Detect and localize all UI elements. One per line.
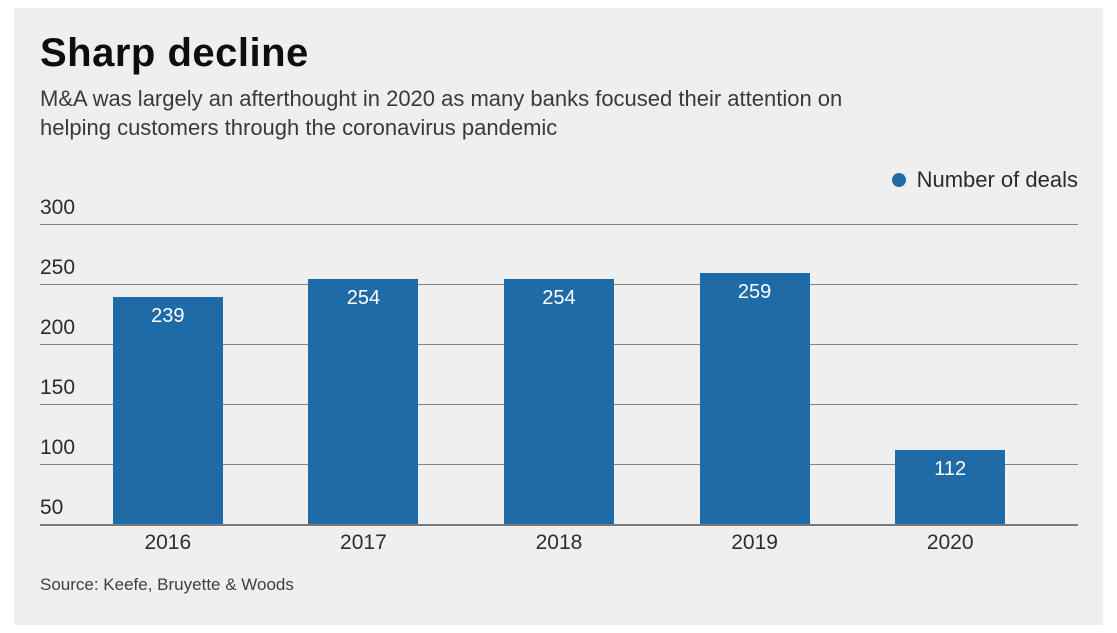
bar-2017[interactable]: 254 [308,279,419,524]
x-axis-labels: 2016 2017 2018 2019 2020 [40,531,1078,555]
x-tick-2019: 2019 [731,531,778,554]
bar-2020[interactable]: 112 [895,449,1006,524]
bars-container: 239 254 254 259 112 [40,224,1078,524]
bar-column-2017: 254 [266,224,462,524]
y-tick-150: 150 [40,376,76,399]
gridline-300 [40,224,1078,225]
x-tick-2020: 2020 [926,531,974,554]
plot-area: 50 100 150 200 250 300 239 254 254 259 112 [40,196,1078,526]
bar-value-label-2018: 254 [542,287,576,310]
x-tick-2016: 2016 [144,531,192,554]
chart-subtitle-line-2: helping customers through the coronaviru… [40,115,558,140]
bar-2016[interactable]: 239 [112,297,223,524]
bar-column-2018: 254 [461,224,657,524]
chart-title: Sharp decline [40,31,309,75]
bar-value-label-2017: 254 [346,287,381,310]
bar-2019[interactable]: 259 [699,273,810,524]
bar-column-2019: 259 [657,224,853,524]
bar-column-2016: 239 [70,224,266,524]
legend: Number of deals [40,167,1078,192]
chart-card: Sharp decline M&A was largely an afterth… [14,8,1103,625]
y-tick-250: 250 [40,256,76,279]
y-tick-200: 200 [40,316,76,339]
legend-label: Number of deals [916,167,1078,192]
y-tick-100: 100 [40,436,76,459]
source-note: Source: Keefe, Bruyette & Woods [40,575,294,594]
bar-value-label-2020: 112 [934,457,967,480]
chart-subtitle-line-1: M&A was largely an afterthought in 2020 … [40,86,843,111]
bar-value-label-2019: 259 [737,281,772,304]
x-tick-2018: 2018 [535,531,583,554]
bar-2018[interactable]: 254 [503,279,614,524]
y-tick-50: 50 [40,496,64,519]
x-tick-2017: 2017 [340,531,387,554]
bar-column-2020: 112 [852,224,1048,524]
legend-marker-icon [891,173,906,187]
bar-value-label-2016: 239 [151,305,185,328]
y-tick-300: 300 [40,196,76,219]
chart-subtitle: M&A was largely an afterthought in 2020 … [40,84,1078,142]
